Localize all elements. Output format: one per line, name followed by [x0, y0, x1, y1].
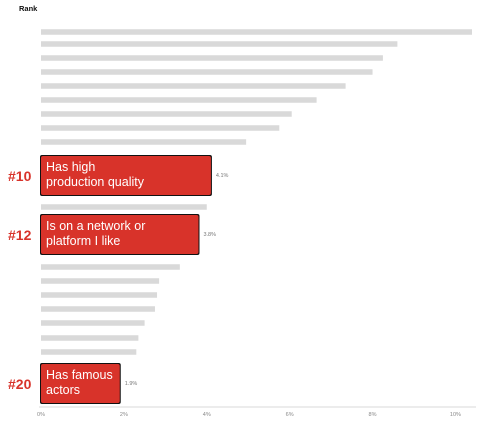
bar: [41, 29, 472, 35]
value-label: 4.1%: [216, 173, 229, 179]
x-tick-label: 8%: [369, 412, 377, 418]
x-tick-label: 6%: [286, 412, 294, 418]
highlight-bar: [41, 156, 211, 195]
x-tick-label: 2%: [120, 412, 128, 418]
bar: [41, 335, 139, 341]
x-tick-label: 10%: [450, 412, 461, 418]
bar: [41, 41, 398, 47]
x-tick-label: 0%: [37, 412, 45, 418]
rank-number: #10: [8, 168, 32, 184]
bar: [41, 83, 346, 89]
value-label: 3.8%: [203, 232, 216, 238]
highlight-bar: [41, 215, 199, 254]
bar: [41, 320, 145, 326]
bar: [41, 69, 373, 75]
bar: [41, 125, 280, 131]
highlight-bar-label: Has famous: [46, 368, 113, 382]
bar: [41, 264, 180, 270]
bar: [41, 292, 158, 298]
bar: [41, 278, 160, 284]
highlight-bar-label: Is on a network or: [46, 219, 145, 233]
bar: [41, 204, 207, 210]
bar: [41, 97, 317, 103]
bar: [41, 306, 155, 312]
highlight-bar-label: Has high: [46, 160, 95, 174]
rank-heading: Rank: [19, 4, 38, 13]
x-tick-label: 4%: [203, 412, 211, 418]
value-label: 1.9%: [125, 381, 138, 387]
bar: [41, 139, 247, 145]
highlight-bar-label: actors: [46, 383, 80, 397]
highlight-bar-label: production quality: [46, 175, 145, 189]
bar: [41, 55, 383, 61]
bar: [41, 111, 292, 117]
bar: [41, 349, 137, 355]
highlight-bar-label: platform I like: [46, 234, 120, 248]
rank-number: #20: [8, 376, 32, 392]
highlight-bar: [41, 364, 120, 403]
rank-number: #12: [8, 227, 32, 243]
